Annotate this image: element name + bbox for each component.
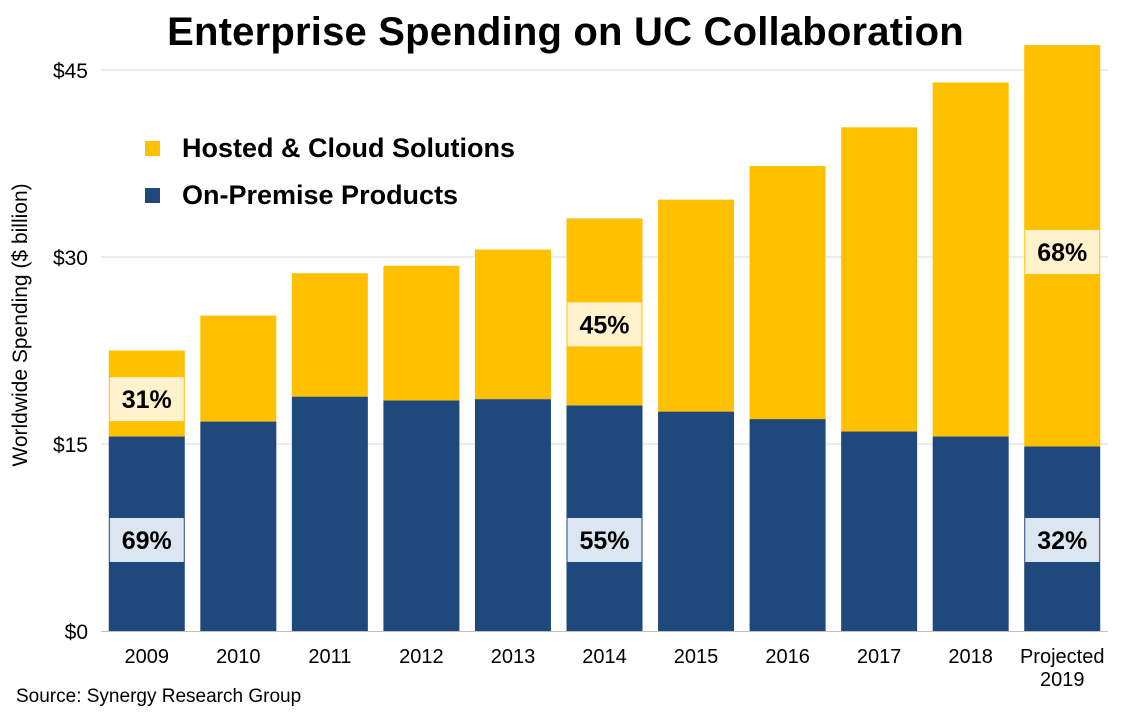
bar-on-premise-products-2017 — [841, 431, 918, 631]
legend-label: Hosted & Cloud Solutions — [182, 133, 515, 163]
x-tick-label: 2017 — [857, 646, 902, 668]
share-label-box — [1025, 517, 1100, 562]
source-note: Source: Synergy Research Group — [16, 686, 302, 707]
x-tick-label: 2015 — [674, 646, 719, 668]
bar-hosted-cloud-solutions-2013 — [474, 249, 551, 400]
x-tick-label: Projected — [1020, 646, 1105, 668]
legend-swatch — [145, 141, 160, 156]
bar-on-premise-products-2012 — [383, 400, 460, 631]
bar-hosted-cloud-solutions-2012 — [383, 265, 460, 401]
share-label-box — [567, 517, 642, 562]
bar-on-premise-products-2011 — [291, 396, 368, 631]
share-label: 45% — [579, 311, 629, 339]
y-tick-label: $15 — [53, 434, 88, 457]
bar-on-premise-products-2013 — [474, 399, 551, 631]
y-tick-label: $45 — [53, 60, 88, 83]
share-annotations: 31% 69% 45% 55% 68% 32% — [109, 230, 1100, 562]
share-label-box — [567, 302, 642, 347]
share-label-box — [1025, 230, 1100, 275]
x-tick-label: 2016 — [765, 646, 810, 668]
legend: Hosted & Cloud Solutions On-Premise Produ… — [145, 133, 515, 210]
share-label: 31% — [122, 386, 172, 414]
bar-on-premise-products-2016 — [749, 419, 826, 631]
share-label: 69% — [122, 527, 172, 555]
share-label-box — [109, 517, 184, 562]
x-tick-label: 2014 — [582, 646, 627, 668]
legend-label: On-Premise Products — [182, 180, 458, 210]
x-tick-label: 2010 — [216, 646, 261, 668]
y-tick-label: $0 — [65, 621, 88, 644]
y-tick-label: $30 — [53, 247, 88, 270]
x-tick-label: 2019 — [1040, 669, 1085, 691]
bar-hosted-cloud-solutions-2018 — [932, 82, 1009, 437]
share-label: 68% — [1037, 239, 1087, 267]
chart-title: Enterprise Spending on UC Collaboration — [167, 10, 964, 54]
x-tick-label: 2009 — [125, 646, 170, 668]
bar-on-premise-products-2018 — [932, 436, 1009, 631]
bar-hosted-cloud-solutions-2016 — [749, 165, 826, 420]
legend-swatch — [145, 188, 160, 203]
bar-hosted-cloud-solutions-2010 — [200, 315, 277, 422]
share-label: 55% — [579, 527, 629, 555]
bar-on-premise-products-2015 — [658, 411, 735, 631]
share-label: 32% — [1037, 527, 1087, 555]
bar-hosted-cloud-solutions-2011 — [291, 273, 368, 397]
x-tick-label: 2013 — [491, 646, 536, 668]
bars — [108, 45, 1101, 631]
bar-on-premise-products-2010 — [200, 421, 277, 631]
bar-hosted-cloud-solutions-2017 — [841, 127, 918, 432]
x-tick-label: 2018 — [948, 646, 993, 668]
x-tick-label: 2011 — [308, 646, 351, 668]
y-axis-label: Worldwide Spending ($ billion) — [9, 183, 32, 466]
x-tick-label: 2012 — [399, 646, 444, 668]
axes: $0 $15 $30 $45 2009 2010 2011 2012 2013 2014 2015 2… — [53, 60, 1108, 691]
share-label-box — [109, 377, 184, 422]
bar-hosted-cloud-solutions-2015 — [658, 199, 735, 412]
